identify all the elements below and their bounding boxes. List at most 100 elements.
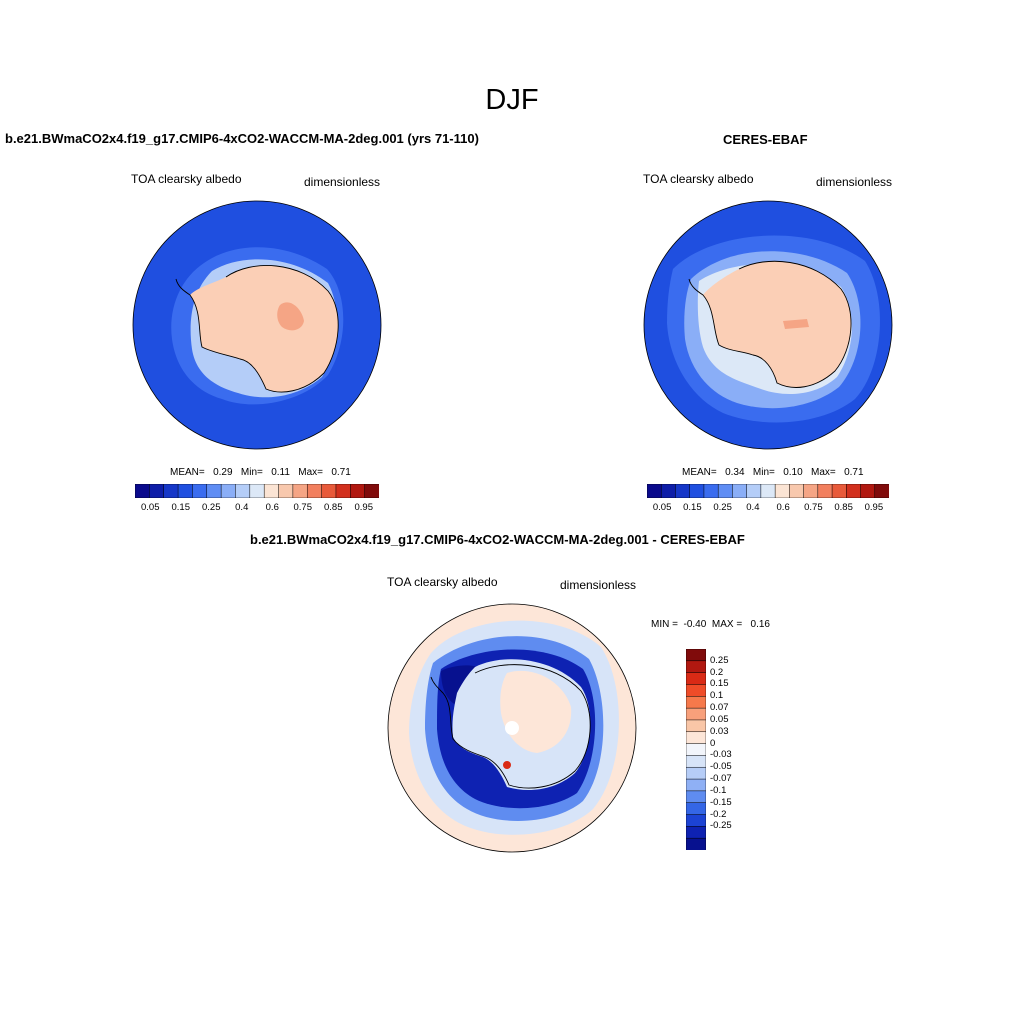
model-icesheet xyxy=(190,265,339,392)
model-colorbar xyxy=(135,484,379,498)
model-panel-title: b.e21.BWmaCO2x4.f19_g17.CMIP6-4xCO2-WACC… xyxy=(5,131,479,146)
model-colorbar-box xyxy=(278,484,294,498)
model-colorbar-box xyxy=(364,484,379,498)
diff-colorbar-box xyxy=(686,649,706,662)
obs-mean-label: MEAN= xyxy=(682,467,717,478)
model-max-value: 0.71 xyxy=(331,467,351,478)
diff-stats: MIN = -0.40 MAX = 0.16 xyxy=(651,619,770,630)
model-mean-label: MEAN= xyxy=(170,467,205,478)
diff-colorbar-box xyxy=(686,814,706,827)
model-mean-value: 0.29 xyxy=(213,467,233,478)
model-colorbar-box xyxy=(306,484,323,498)
model-colorbar-box xyxy=(177,484,193,498)
obs-colorbar-box xyxy=(675,484,691,498)
diff-colorbar-box xyxy=(686,755,706,768)
model-variable-label: TOA clearsky albedo xyxy=(131,172,242,186)
diff-coastline xyxy=(430,664,591,789)
obs-stats: MEAN= 0.34 Min= 0.10 Max= 0.71 xyxy=(682,467,864,478)
diff-colorbar-tick-label: -0.15 xyxy=(710,796,732,808)
diff-colorbar xyxy=(686,649,706,850)
model-colorbar-tick-label: 0.6 xyxy=(265,502,279,513)
obs-colorbar-tick-label: 0.75 xyxy=(804,502,823,513)
model-colorbar-tick-label: 0.15 xyxy=(171,502,191,513)
obs-colorbar-box xyxy=(703,484,719,498)
model-colorbar-box xyxy=(135,484,150,498)
diff-colorbar-box xyxy=(686,672,706,686)
model-units-label: dimensionless xyxy=(304,175,381,189)
obs-colorbar-tick-label: 0.6 xyxy=(776,502,790,513)
obs-colorbar-box xyxy=(760,484,776,498)
model-colorbar-box xyxy=(263,484,280,498)
diff-colorbar-tick-label: -0.25 xyxy=(710,820,732,832)
model-colorbar-ticks: 0.05 0.15 0.25 0.4 0.6 0.75 0.85 0.95 xyxy=(135,502,379,516)
obs-polar-map xyxy=(643,200,893,450)
diff-colorbar-tick-label: -0.05 xyxy=(710,761,732,773)
model-colorbar-box xyxy=(350,484,366,498)
model-colorbar-tick-label: 0.25 xyxy=(202,502,221,513)
model-colorbar-tick-label: 0.4 xyxy=(235,502,249,513)
model-colorbar-box xyxy=(335,484,351,498)
diff-colorbar-box xyxy=(686,778,706,792)
diff-colorbar-box xyxy=(686,743,706,756)
obs-colorbar-ticks: 0.05 0.15 0.25 0.4 0.6 0.75 0.85 0.95 xyxy=(647,502,889,516)
model-colorbar-tick-label: 0.95 xyxy=(354,502,374,513)
diff-colorbar-box xyxy=(686,707,706,721)
model-icesheet-high xyxy=(277,302,304,331)
obs-max-label: Max= xyxy=(811,467,836,478)
diff-min-label: MIN = xyxy=(651,619,678,630)
obs-colorbar-box xyxy=(789,484,805,498)
model-colorbar-box xyxy=(292,484,308,498)
obs-max-value: 0.71 xyxy=(844,467,864,478)
diff-colorbar-box xyxy=(686,660,706,674)
diff-colorbar-box xyxy=(686,837,706,850)
diff-colorbar-tick-label: 0.05 xyxy=(710,713,729,725)
obs-colorbar-tick-label: 0.05 xyxy=(652,502,672,513)
diff-colorbar-tick-label: 0 xyxy=(710,737,716,749)
diff-colorbar-box xyxy=(686,826,706,839)
diff-colorbar-tick-label: -0.03 xyxy=(710,749,732,761)
diff-variable-label: TOA clearsky albedo xyxy=(387,575,498,589)
model-colorbar-box xyxy=(163,484,179,498)
obs-colorbar-box xyxy=(874,484,889,498)
obs-variable-label: TOA clearsky albedo xyxy=(643,172,754,186)
obs-colorbar-box xyxy=(746,484,762,498)
obs-colorbar-box xyxy=(860,484,876,498)
obs-colorbar-tick-label: 0.15 xyxy=(683,502,702,513)
obs-icesheet-high xyxy=(783,319,809,329)
obs-colorbar-box xyxy=(803,484,819,498)
diff-max-value: 0.16 xyxy=(750,619,770,630)
obs-units-label: dimensionless xyxy=(816,175,893,189)
obs-panel-title: CERES-EBAF xyxy=(723,132,808,147)
obs-colorbar-box xyxy=(774,484,790,498)
obs-colorbar-box xyxy=(660,484,677,498)
model-colorbar-box xyxy=(235,484,251,498)
diff-colorbar-box xyxy=(686,802,706,816)
obs-colorbar xyxy=(647,484,889,498)
obs-colorbar-box xyxy=(689,484,705,498)
obs-colorbar-box xyxy=(717,484,733,498)
diff-map-border xyxy=(387,603,637,853)
obs-coastline xyxy=(688,260,852,388)
obs-mean-value: 0.34 xyxy=(725,467,745,478)
diff-colorbar-box xyxy=(686,684,706,697)
diff-units-label: dimensionless xyxy=(560,578,637,592)
diff-colorbar-tick-label: -0.1 xyxy=(710,784,727,796)
obs-colorbar-tick-label: 0.85 xyxy=(834,502,853,513)
model-colorbar-box xyxy=(321,484,337,498)
obs-colorbar-box xyxy=(817,484,833,498)
figure-title: DJF xyxy=(485,84,539,116)
model-colorbar-box xyxy=(192,484,208,498)
model-colorbar-box xyxy=(206,484,222,498)
model-colorbar-tick-label: 0.85 xyxy=(324,502,343,513)
model-min-label: Min= xyxy=(240,467,263,478)
diff-positive-patch xyxy=(500,670,572,753)
obs-colorbar-box xyxy=(647,484,662,498)
model-polar-map xyxy=(132,200,382,450)
diff-colorbar-tick-label: -0.2 xyxy=(710,808,727,820)
diff-colorbar-box xyxy=(686,731,706,745)
diff-colorbar-ticks: 0.25 0.2 0.15 0.1 0.07 0.05 0.03 0 -0.03 -0.05 -0.… xyxy=(710,649,770,850)
diff-colorbar-tick-label: 0.1 xyxy=(710,690,724,702)
obs-colorbar-tick-label: 0.25 xyxy=(713,502,732,513)
obs-colorbar-box xyxy=(831,484,847,498)
obs-map-border xyxy=(643,200,893,450)
